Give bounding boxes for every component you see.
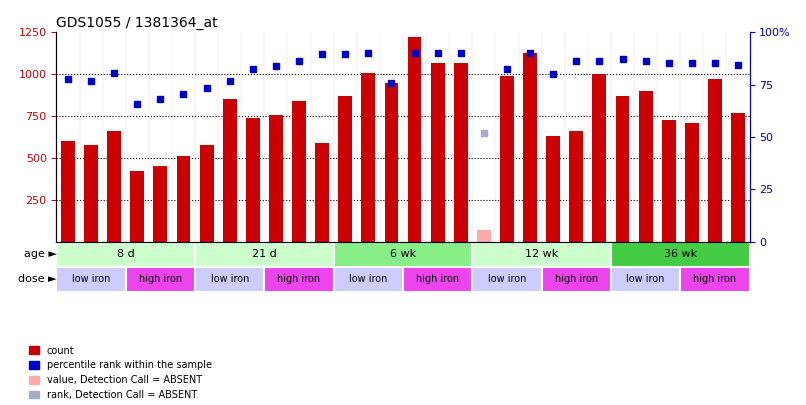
Bar <box>292 101 306 242</box>
Bar <box>361 72 376 242</box>
Text: dose ►: dose ► <box>18 274 56 284</box>
Text: high iron: high iron <box>277 274 321 284</box>
FancyBboxPatch shape <box>264 267 334 292</box>
Bar <box>708 79 722 242</box>
Text: low iron: low iron <box>349 274 388 284</box>
Bar <box>616 96 629 242</box>
Bar <box>662 119 675 242</box>
Text: low iron: low iron <box>210 274 249 284</box>
Bar <box>731 113 745 242</box>
Bar <box>61 141 75 242</box>
FancyBboxPatch shape <box>195 267 264 292</box>
Bar <box>454 62 467 242</box>
Text: low iron: low iron <box>72 274 110 284</box>
Bar <box>408 37 422 242</box>
Bar <box>131 171 144 242</box>
FancyBboxPatch shape <box>472 242 611 267</box>
Text: high iron: high iron <box>555 274 598 284</box>
Bar <box>315 143 329 242</box>
Text: 21 d: 21 d <box>252 249 276 259</box>
Bar <box>500 76 514 242</box>
FancyBboxPatch shape <box>56 267 126 292</box>
FancyBboxPatch shape <box>680 267 750 292</box>
Bar <box>384 83 398 242</box>
Bar <box>84 145 98 242</box>
Text: GDS1055 / 1381364_at: GDS1055 / 1381364_at <box>56 16 218 30</box>
Text: 6 wk: 6 wk <box>390 249 416 259</box>
Bar <box>246 118 260 242</box>
Text: age ►: age ► <box>23 249 56 259</box>
Legend: count, percentile rank within the sample, value, Detection Call = ABSENT, rank, : count, percentile rank within the sample… <box>29 345 211 400</box>
Bar <box>638 91 653 242</box>
Text: high iron: high iron <box>416 274 459 284</box>
FancyBboxPatch shape <box>126 267 195 292</box>
FancyBboxPatch shape <box>403 267 472 292</box>
Bar <box>222 99 237 242</box>
FancyBboxPatch shape <box>56 242 195 267</box>
Bar <box>685 123 699 242</box>
Text: low iron: low iron <box>626 274 665 284</box>
Bar <box>523 53 537 242</box>
Text: 36 wk: 36 wk <box>663 249 697 259</box>
Bar <box>477 230 491 242</box>
FancyBboxPatch shape <box>542 267 611 292</box>
Bar <box>153 166 168 242</box>
FancyBboxPatch shape <box>334 267 403 292</box>
Bar <box>592 74 606 242</box>
Text: high iron: high iron <box>139 274 182 284</box>
Bar <box>546 136 560 242</box>
Text: 8 d: 8 d <box>117 249 135 259</box>
FancyBboxPatch shape <box>195 242 334 267</box>
FancyBboxPatch shape <box>334 242 472 267</box>
FancyBboxPatch shape <box>472 267 542 292</box>
Bar <box>107 131 121 242</box>
Text: 12 wk: 12 wk <box>525 249 559 259</box>
Bar <box>177 156 190 242</box>
Bar <box>430 62 445 242</box>
Bar <box>269 115 283 242</box>
Bar <box>200 145 214 242</box>
Bar <box>569 131 584 242</box>
Text: low iron: low iron <box>488 274 526 284</box>
Text: high iron: high iron <box>693 274 737 284</box>
FancyBboxPatch shape <box>611 267 680 292</box>
Bar <box>339 96 352 242</box>
FancyBboxPatch shape <box>611 242 750 267</box>
